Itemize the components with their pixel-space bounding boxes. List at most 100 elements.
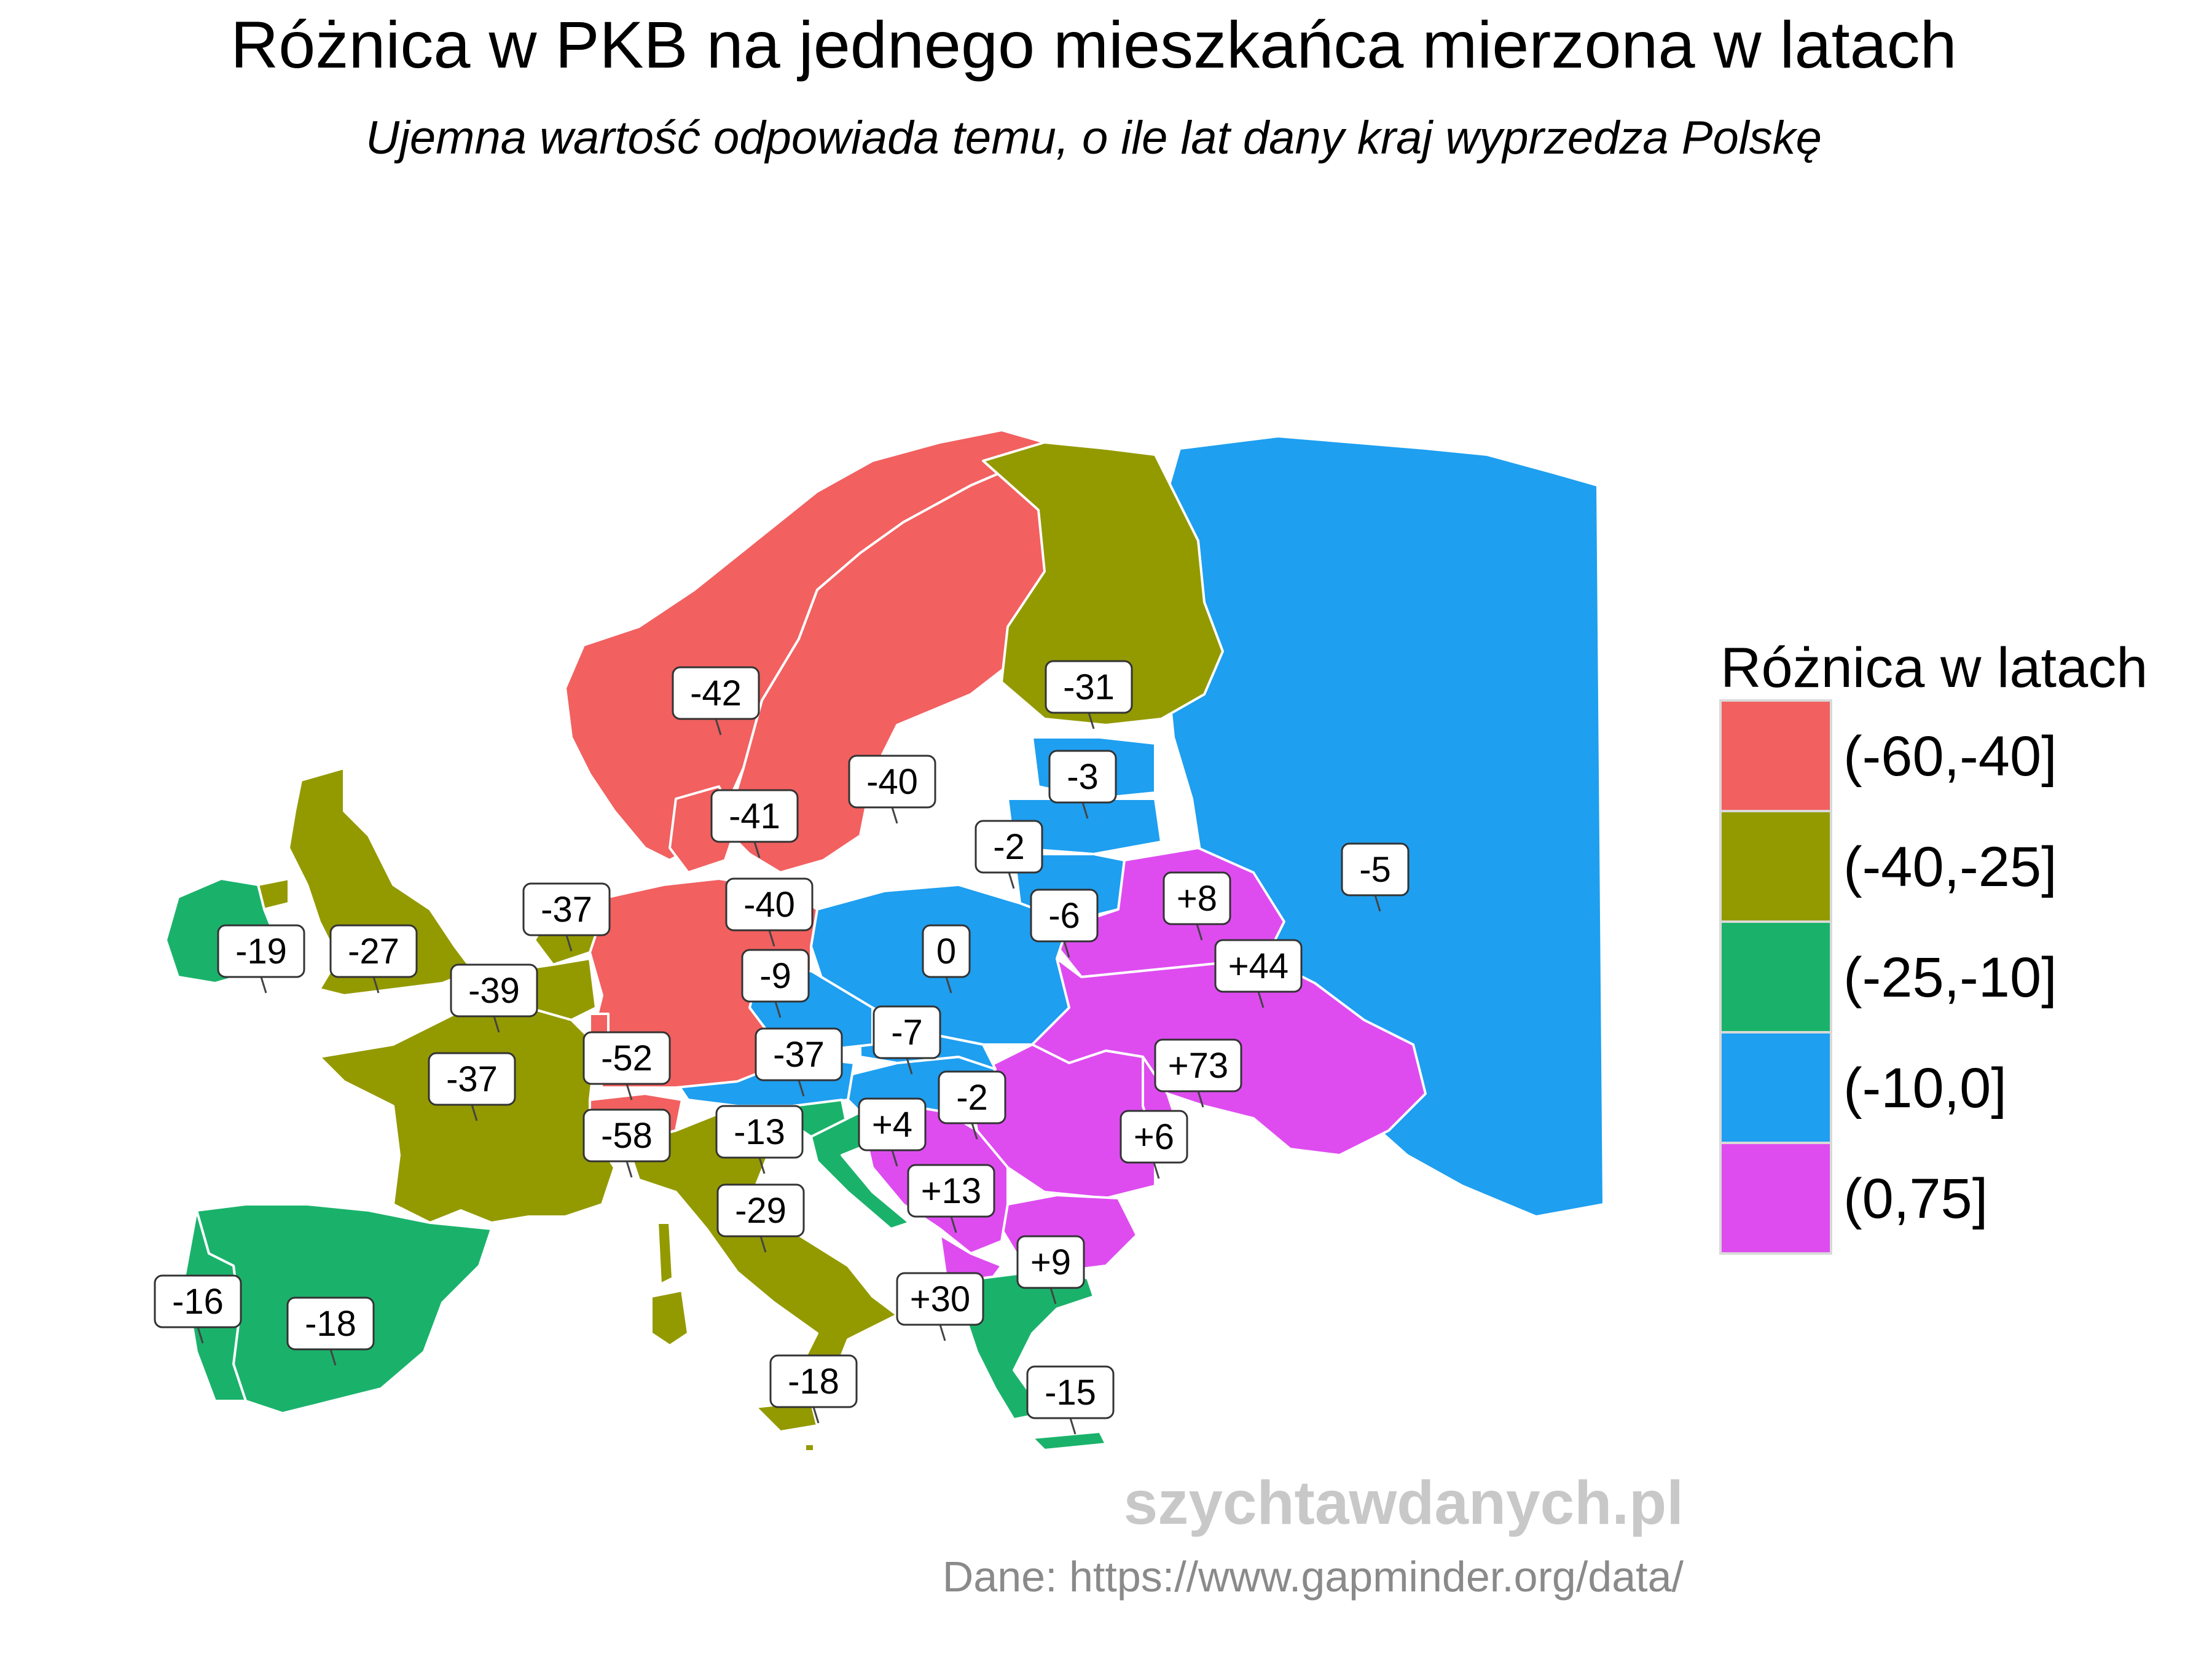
label-value: -7 [891,1013,923,1053]
label-box [858,1097,927,1151]
label-belarus: +8 [1163,871,1231,941]
legend-swatch-3 [1719,1031,1832,1144]
label-leader [1081,802,1089,819]
label-value: +13 [921,1171,981,1211]
label-portugal: -16 [154,1274,242,1344]
label-value: +6 [1134,1117,1174,1157]
label-value: +73 [1168,1046,1228,1086]
label-box [1045,660,1133,714]
region-crete [1031,1430,1107,1451]
label-leader [260,976,267,994]
label-value: -40 [866,762,918,802]
label-slovenia: -13 [715,1105,804,1174]
label-value: -37 [446,1059,498,1099]
label-malta: -18 [769,1354,858,1424]
label-slovakia: -7 [873,1005,941,1075]
label-leader [753,841,761,858]
label-box [769,1354,858,1408]
label-value: -9 [759,956,791,996]
legend-swatch-1 [1719,810,1832,923]
label-value: -16 [172,1282,224,1322]
label-value: -40 [743,885,795,925]
label-germany: -40 [725,877,814,947]
label-leader [565,935,573,952]
label-italy: -29 [716,1183,805,1253]
region-sweden [724,466,1058,874]
label-leader [626,1161,633,1178]
label-value: -5 [1359,850,1391,890]
region-malta [804,1443,815,1453]
label-moldova: +73 [1154,1038,1242,1108]
label-box [715,1105,804,1159]
label-value: -13 [734,1112,785,1152]
label-leader [471,1104,478,1121]
label-leader [1197,1091,1204,1108]
label-value: -15 [1045,1373,1096,1413]
label-leader [1063,941,1070,958]
label-box [1016,1235,1085,1289]
label-box [1048,750,1117,804]
label-leader [1196,924,1203,941]
label-poland: 0 [922,924,971,994]
label-value: -18 [788,1362,839,1402]
region-corsica [656,1222,674,1285]
label-box [1214,939,1303,993]
label-box [710,789,799,843]
label-box [848,755,936,809]
label-leader [197,1327,204,1344]
label-box [1341,842,1410,896]
label-value: 0 [936,931,956,971]
label-leader [768,930,775,947]
label-latvia: -2 [975,820,1043,889]
country-labels: -42 -31 -40 -3 -41 -2 -37 -40 -6 +8 -5 -19 -27 -39 -9 0… [154,660,1410,1435]
label-box [154,1274,242,1328]
label-value: -42 [690,673,742,713]
label-box [1163,871,1231,925]
label-greece: -15 [1026,1365,1115,1435]
label-albania: +30 [896,1272,984,1341]
legend-label-4: (0,75] [1843,1167,1988,1230]
label-ireland: -19 [217,924,305,994]
label-leader [774,1001,782,1018]
label-leader [1049,1287,1057,1304]
label-value: -2 [993,827,1025,867]
label-box [329,924,418,978]
label-box [450,963,538,1018]
label-value: -41 [729,796,780,836]
label-romania: +6 [1120,1110,1188,1179]
page-subtitle: Ujemna wartość odpowiada temu, o ile lat… [366,112,1822,164]
label-leader [1153,1162,1160,1179]
legend-label-3: (-10,0] [1843,1057,2007,1120]
label-russia: -5 [1341,842,1410,912]
label-box [428,1052,516,1106]
region-finland [982,441,1224,726]
label-value: +8 [1177,879,1217,919]
label-value: +30 [910,1279,970,1319]
label-norway: -42 [672,666,760,735]
label-netherlands: -37 [522,882,611,952]
label-sweden: -40 [848,755,936,824]
label-leader [1088,712,1095,729]
label-box [582,1031,671,1085]
label-leader [758,1157,766,1174]
label-box [286,1296,375,1351]
label-uk: -27 [329,924,418,994]
label-value: -3 [1067,757,1099,797]
watermark: szychtawdanych.pl [1124,1469,1684,1537]
label-leader [1069,1418,1077,1435]
label-leader [715,718,722,735]
label-belgium: -39 [450,963,538,1033]
label-box [217,924,305,978]
legend-swatch-2 [1719,920,1832,1033]
label-leader [798,1080,805,1097]
label-leader [372,976,380,994]
label-finland: -31 [1045,660,1133,729]
label-box [938,1070,1006,1124]
legend-swatch-4 [1719,1142,1832,1255]
legend: Różnica w latach (-60,-40] (-40,-25] (-2… [1719,637,2147,1255]
label-box [716,1183,805,1237]
label-box [755,1027,843,1081]
label-leader [1008,872,1015,889]
label-box [582,1108,671,1163]
label-leader [493,1016,500,1033]
